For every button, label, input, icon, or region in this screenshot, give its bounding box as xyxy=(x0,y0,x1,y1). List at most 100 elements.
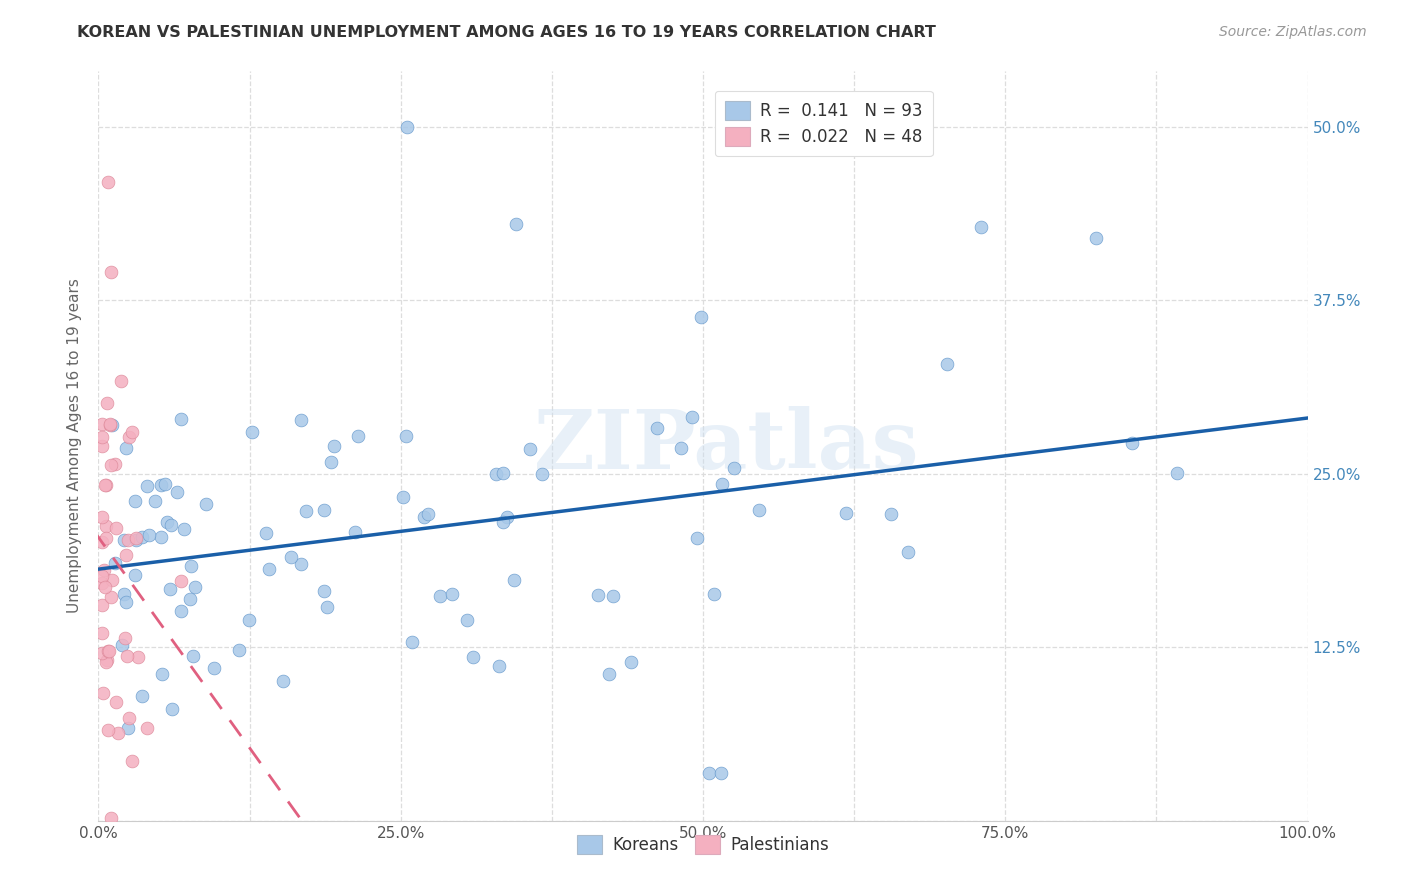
Point xyxy=(936,357,959,371)
Point xyxy=(290,558,312,572)
Text: ZIPatlas: ZIPatlas xyxy=(534,406,920,486)
Point xyxy=(143,494,166,508)
Point xyxy=(91,439,114,453)
Point xyxy=(290,412,312,426)
Point xyxy=(416,508,439,522)
Point xyxy=(97,644,120,658)
Point xyxy=(835,506,858,520)
Point xyxy=(401,634,423,648)
Point xyxy=(159,518,181,533)
Point xyxy=(690,310,713,324)
Point xyxy=(711,476,734,491)
Point xyxy=(104,457,127,471)
Point xyxy=(323,438,346,452)
Point xyxy=(138,528,160,542)
Point xyxy=(488,658,510,673)
Point xyxy=(91,417,114,431)
Point xyxy=(107,726,129,740)
Point xyxy=(150,667,173,681)
Point xyxy=(117,722,139,736)
Point xyxy=(748,502,770,516)
Point xyxy=(112,587,135,601)
Point xyxy=(228,643,250,657)
Point xyxy=(114,548,136,562)
Point xyxy=(897,544,920,558)
Point xyxy=(153,477,176,491)
Point xyxy=(710,766,733,780)
Text: KOREAN VS PALESTINIAN UNEMPLOYMENT AMONG AGES 16 TO 19 YEARS CORRELATION CHART: KOREAN VS PALESTINIAN UNEMPLOYMENT AMONG… xyxy=(77,25,936,40)
Point xyxy=(491,466,513,480)
Point xyxy=(136,721,159,735)
Point xyxy=(723,461,745,475)
Point xyxy=(91,686,114,700)
Point xyxy=(184,580,207,594)
Point xyxy=(115,649,138,664)
Point xyxy=(96,532,118,546)
Point xyxy=(879,507,901,521)
Point xyxy=(91,510,114,524)
Point xyxy=(91,625,114,640)
Point xyxy=(98,417,121,432)
Point xyxy=(173,522,195,536)
Point xyxy=(91,575,114,590)
Point xyxy=(94,477,117,491)
Point xyxy=(461,650,484,665)
Point xyxy=(254,526,277,541)
Point xyxy=(394,429,416,443)
Point xyxy=(97,175,120,189)
Point xyxy=(121,754,143,768)
Point xyxy=(294,504,316,518)
Point xyxy=(118,430,141,444)
Point xyxy=(150,477,173,491)
Point xyxy=(395,120,418,134)
Point xyxy=(238,613,260,627)
Point xyxy=(179,592,201,607)
Point xyxy=(194,497,217,511)
Point xyxy=(94,655,117,669)
Point xyxy=(645,421,668,435)
Point xyxy=(159,582,181,596)
Point xyxy=(271,673,294,688)
Point xyxy=(530,467,553,482)
Point xyxy=(202,661,225,675)
Point xyxy=(98,644,121,658)
Point xyxy=(104,695,127,709)
Point xyxy=(94,519,117,533)
Point xyxy=(970,219,993,234)
Point xyxy=(91,646,114,660)
Point xyxy=(91,429,114,443)
Y-axis label: Unemployment Among Ages 16 to 19 years: Unemployment Among Ages 16 to 19 years xyxy=(67,278,83,614)
Point xyxy=(257,562,280,576)
Point xyxy=(391,491,413,505)
Point xyxy=(94,581,117,595)
Point xyxy=(115,595,138,609)
Point xyxy=(503,573,526,587)
Point xyxy=(496,510,519,524)
Point xyxy=(1085,231,1108,245)
Point xyxy=(169,574,191,589)
Point xyxy=(124,494,146,508)
Point xyxy=(1121,436,1143,450)
Point xyxy=(620,655,643,669)
Point xyxy=(669,442,692,456)
Point xyxy=(115,441,138,455)
Point xyxy=(125,531,148,545)
Point xyxy=(519,442,541,457)
Point xyxy=(104,556,127,570)
Point xyxy=(121,425,143,440)
Point xyxy=(93,563,115,577)
Legend: Koreans, Palestinians: Koreans, Palestinians xyxy=(571,829,835,861)
Point xyxy=(125,533,148,547)
Point xyxy=(96,396,118,410)
Point xyxy=(505,217,527,231)
Point xyxy=(131,689,153,703)
Point xyxy=(118,711,141,725)
Point xyxy=(96,653,118,667)
Point xyxy=(162,702,184,716)
Point xyxy=(150,530,173,544)
Point xyxy=(429,589,451,603)
Point xyxy=(94,478,117,492)
Point xyxy=(492,515,515,529)
Point xyxy=(104,521,127,535)
Point xyxy=(344,525,367,540)
